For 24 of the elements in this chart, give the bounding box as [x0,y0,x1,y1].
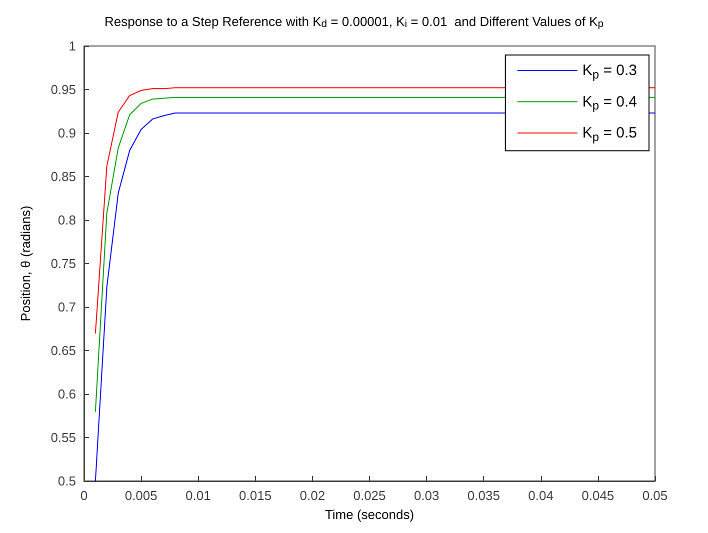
y-tick-label: 0.5 [58,474,76,488]
x-tick-label: 0.01 [186,488,211,503]
x-tick-label: 0.05 [642,488,668,503]
y-tick-label: 0.95 [50,82,76,97]
x-tick-label: 0 [80,488,88,503]
y-tick-label: 1 [68,38,76,54]
x-tick-label: 0.005 [124,488,158,503]
y-axis-title: Position, θ (radians) [18,206,33,322]
x-tick-label: 0.03 [414,488,440,503]
x-axis-title: Time (seconds) [324,507,414,522]
x-tick-label: 0.035 [467,488,500,503]
x-tick-label: 0.04 [528,488,554,503]
x-tick-label: 0.045 [582,488,614,503]
y-tick-label: 0.7 [58,300,76,314]
x-tick-label: 0.02 [300,488,326,503]
y-tick-label: 0.9 [58,126,76,140]
y-tick-label: 0.75 [50,256,76,271]
x-tick-label: 0.015 [239,488,272,503]
y-tick-label: 0.8 [58,212,76,228]
y-tick-label: 0.55 [50,430,76,445]
y-tick-label: 0.65 [50,343,76,358]
y-tick-label: 0.6 [58,386,76,402]
x-tick-label: 0.025 [353,488,386,503]
y-tick-label: 0.85 [50,169,76,184]
